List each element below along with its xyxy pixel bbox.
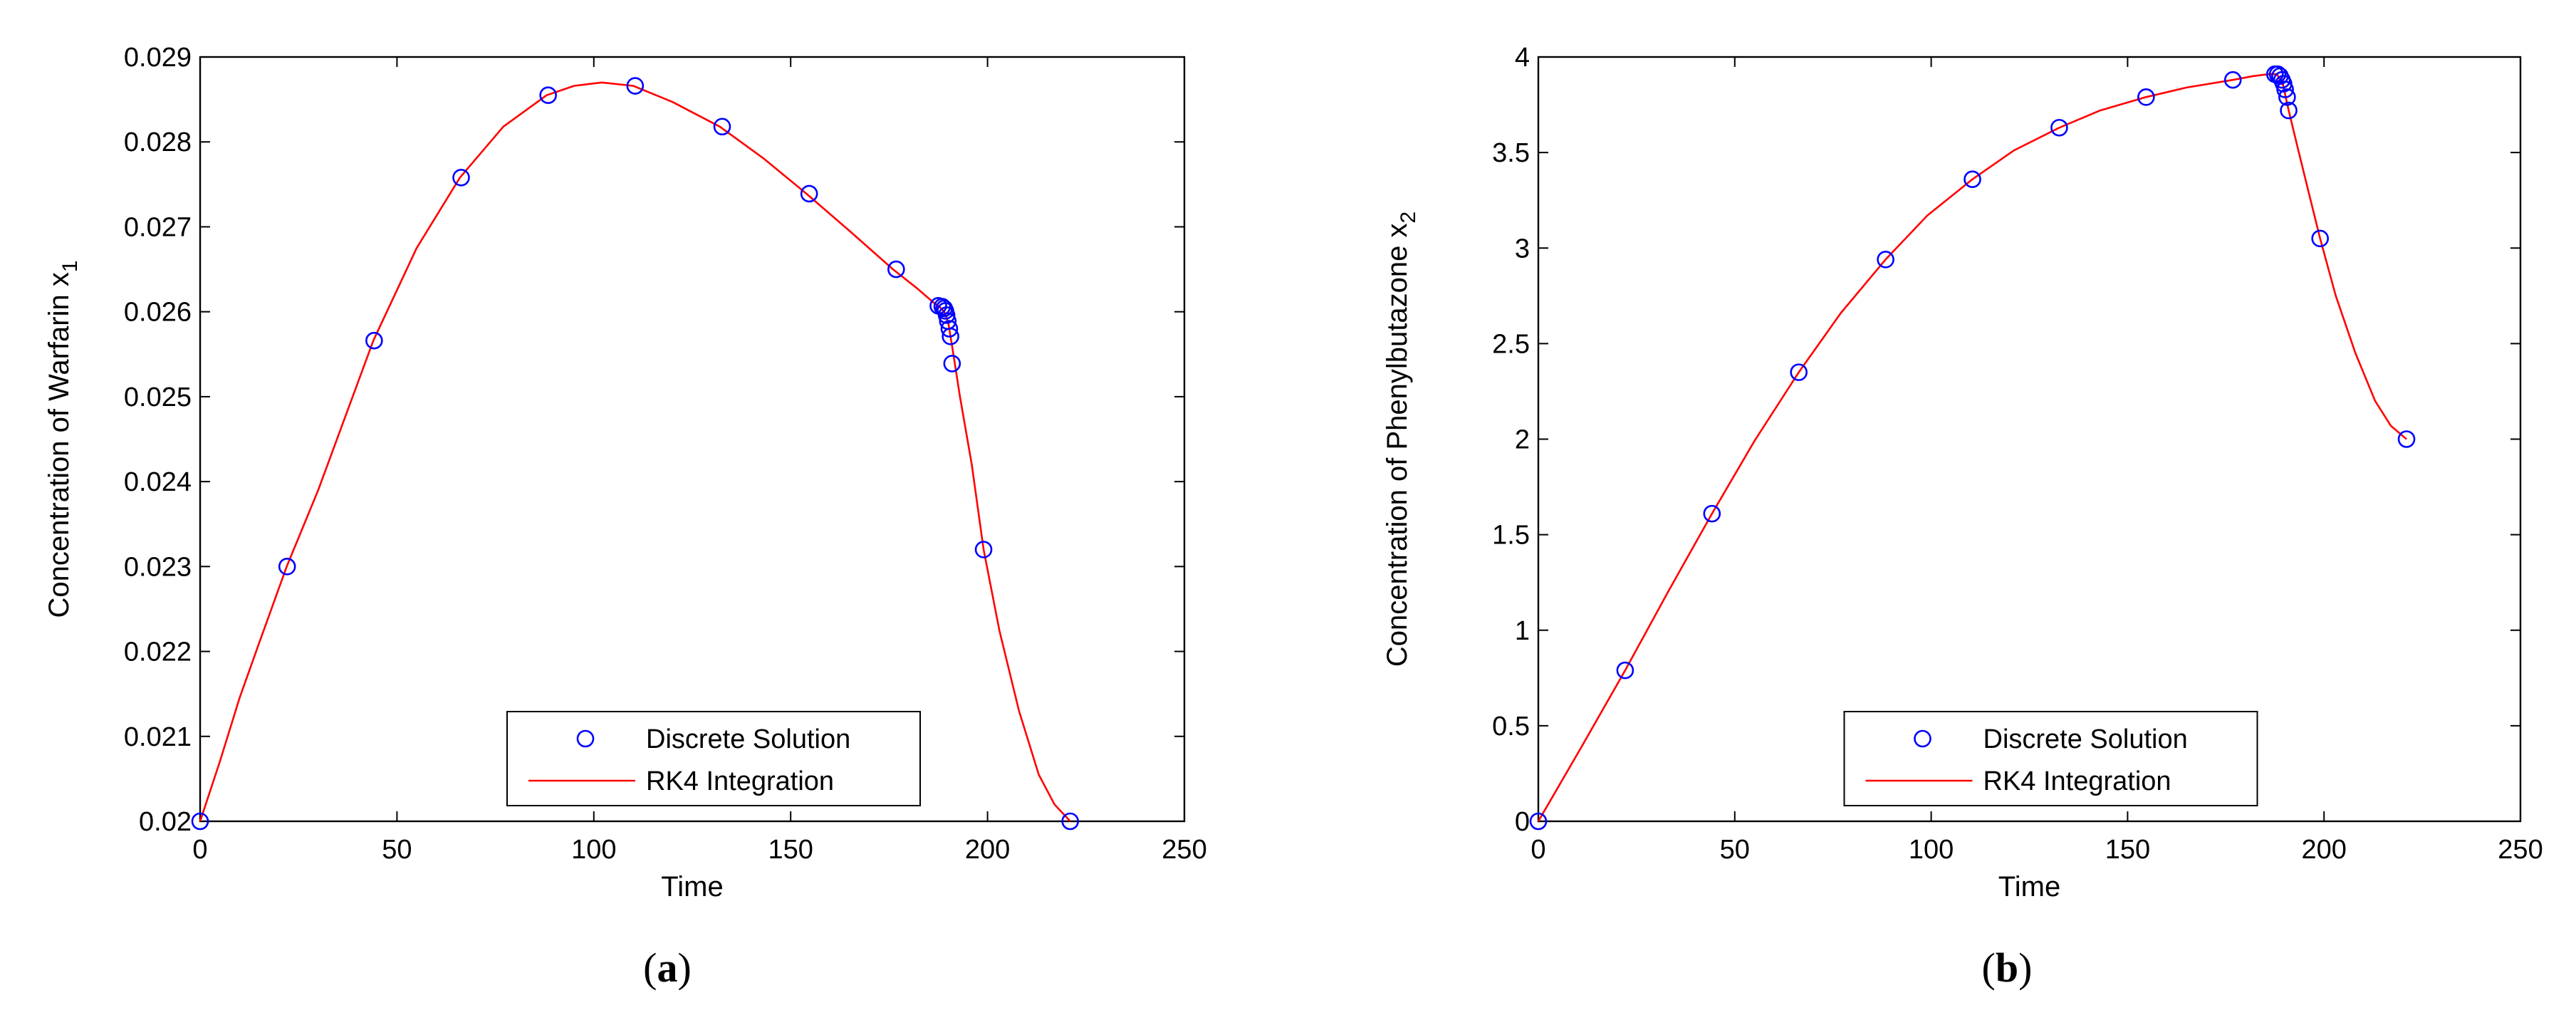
data-point-marker xyxy=(2278,88,2296,106)
data-point-marker xyxy=(1877,251,1894,269)
x-tick-label: 150 xyxy=(2105,835,2150,865)
x-tick-label: 200 xyxy=(2301,835,2346,865)
data-point-marker xyxy=(2280,101,2298,120)
panel-caption: (a) xyxy=(643,945,692,991)
x-tick-label: 50 xyxy=(1720,835,1750,865)
data-point-marker xyxy=(2137,88,2155,106)
x-tick-label: 0 xyxy=(192,835,207,865)
data-point-marker xyxy=(942,327,959,345)
data-point-marker xyxy=(937,306,956,324)
x-tick-label: 0 xyxy=(1531,835,1545,865)
x-tick-label: 250 xyxy=(2498,835,2543,865)
data-point-marker xyxy=(2050,118,2068,137)
y-tick-label: 0.026 xyxy=(124,298,192,328)
panel-caption-letter: a xyxy=(657,945,678,991)
data-point-marker xyxy=(974,541,993,558)
y-tick-label: 0.027 xyxy=(124,212,192,242)
panel-caption-close: ) xyxy=(678,945,692,991)
legend-marker-discrete xyxy=(1914,729,1931,748)
y-axis-label-text: Concentration of Warfarin x xyxy=(43,272,75,618)
x-axis-label: Time xyxy=(661,871,723,902)
data-point-marker xyxy=(278,558,296,576)
data-point-marker xyxy=(1964,170,1981,188)
y-tick-label: 0.023 xyxy=(124,552,192,582)
series-line-rk4 xyxy=(1537,73,2407,822)
y-tick-label: 0.021 xyxy=(124,722,192,752)
data-point-marker xyxy=(1703,504,1721,523)
x-tick-label: 100 xyxy=(1909,835,1954,865)
legend-marker-discrete xyxy=(576,729,595,748)
plot-area xyxy=(199,56,1186,823)
y-tick-label: 0.029 xyxy=(124,43,192,73)
data-point-marker xyxy=(1061,812,1079,831)
x-tick-label: 150 xyxy=(768,835,813,865)
y-tick-label: 0.5 xyxy=(1492,712,1530,742)
y-tick-label: 0.022 xyxy=(124,638,192,667)
panel-caption: (b) xyxy=(1982,945,2033,991)
panel-caption-letter: b xyxy=(1996,945,2018,991)
data-point-marker xyxy=(2276,80,2294,98)
data-point-marker xyxy=(626,77,645,95)
data-point-marker xyxy=(191,812,209,831)
data-point-marker xyxy=(1790,363,1808,381)
x-tick-label: 250 xyxy=(1162,835,1206,865)
panel-caption-close: ) xyxy=(2018,945,2032,991)
x-axis-label: Time xyxy=(1998,871,2060,902)
panel-b: 0 50 100 150 200 250 0 0.5 1 1.5 2 2.5 3 3.5 4 Time Conc… xyxy=(1382,43,2543,991)
legend-label-discrete: Discrete Solution xyxy=(1983,724,2188,754)
data-point-marker xyxy=(452,168,470,187)
y-tick-label: 0.02 xyxy=(139,807,192,837)
data-point-marker xyxy=(800,184,818,203)
data-point-marker xyxy=(2397,430,2416,448)
data-point-marker xyxy=(365,331,383,350)
y-tick-label: 0 xyxy=(1515,807,1530,837)
x-tick-label: 50 xyxy=(382,835,412,865)
x-tick-label: 100 xyxy=(571,835,616,865)
y-tick-label: 0.025 xyxy=(124,383,192,412)
legend-label-rk4: RK4 Integration xyxy=(1983,766,2171,796)
data-point-marker xyxy=(1616,661,1634,680)
data-point-marker xyxy=(1529,812,1548,831)
data-point-marker xyxy=(539,86,557,104)
y-tick-label: 2.5 xyxy=(1492,329,1530,359)
y-tick-label: 1.5 xyxy=(1492,521,1530,551)
y-tick-label: 1 xyxy=(1515,616,1530,646)
y-tick-label: 0.024 xyxy=(124,467,192,497)
x-tick-label: 200 xyxy=(965,835,1010,865)
y-axis-label: Concentration of Phenylbutazone x2 xyxy=(1382,212,1420,667)
data-point-marker xyxy=(2311,229,2329,248)
y-axis-label: Concentration of Warfarin x1 xyxy=(43,260,82,618)
panel-a: 0 50 100 150 200 250 0.02 0.021 0.022 0.023 0.024 0… xyxy=(43,43,1207,991)
data-point-marker xyxy=(2223,71,2242,89)
data-point-marker xyxy=(2268,65,2287,83)
data-point-marker xyxy=(940,320,959,338)
panel-caption-open: ( xyxy=(643,945,657,991)
y-tick-label: 4 xyxy=(1515,43,1530,73)
y-axis-label-subscript: 2 xyxy=(1397,212,1420,224)
y-tick-label: 3 xyxy=(1515,234,1530,264)
panel-caption-open: ( xyxy=(1982,945,1996,991)
series-line-rk4 xyxy=(199,81,1071,822)
plot-area xyxy=(1537,56,2522,823)
y-tick-label: 3.5 xyxy=(1492,138,1530,168)
legend-label-rk4: RK4 Integration xyxy=(646,766,834,796)
data-point-marker xyxy=(713,118,731,136)
y-axis-label-subscript: 1 xyxy=(58,260,82,272)
y-tick-label: 0.028 xyxy=(124,128,192,157)
data-point-marker xyxy=(943,355,961,373)
legend-box xyxy=(506,711,921,806)
legend-box xyxy=(1843,711,2258,806)
y-axis-label-text: Concentration of Phenylbutazone x xyxy=(1382,224,1413,667)
y-tick-label: 2 xyxy=(1515,425,1530,455)
legend-label-discrete: Discrete Solution xyxy=(646,724,850,754)
data-point-marker xyxy=(887,260,905,279)
